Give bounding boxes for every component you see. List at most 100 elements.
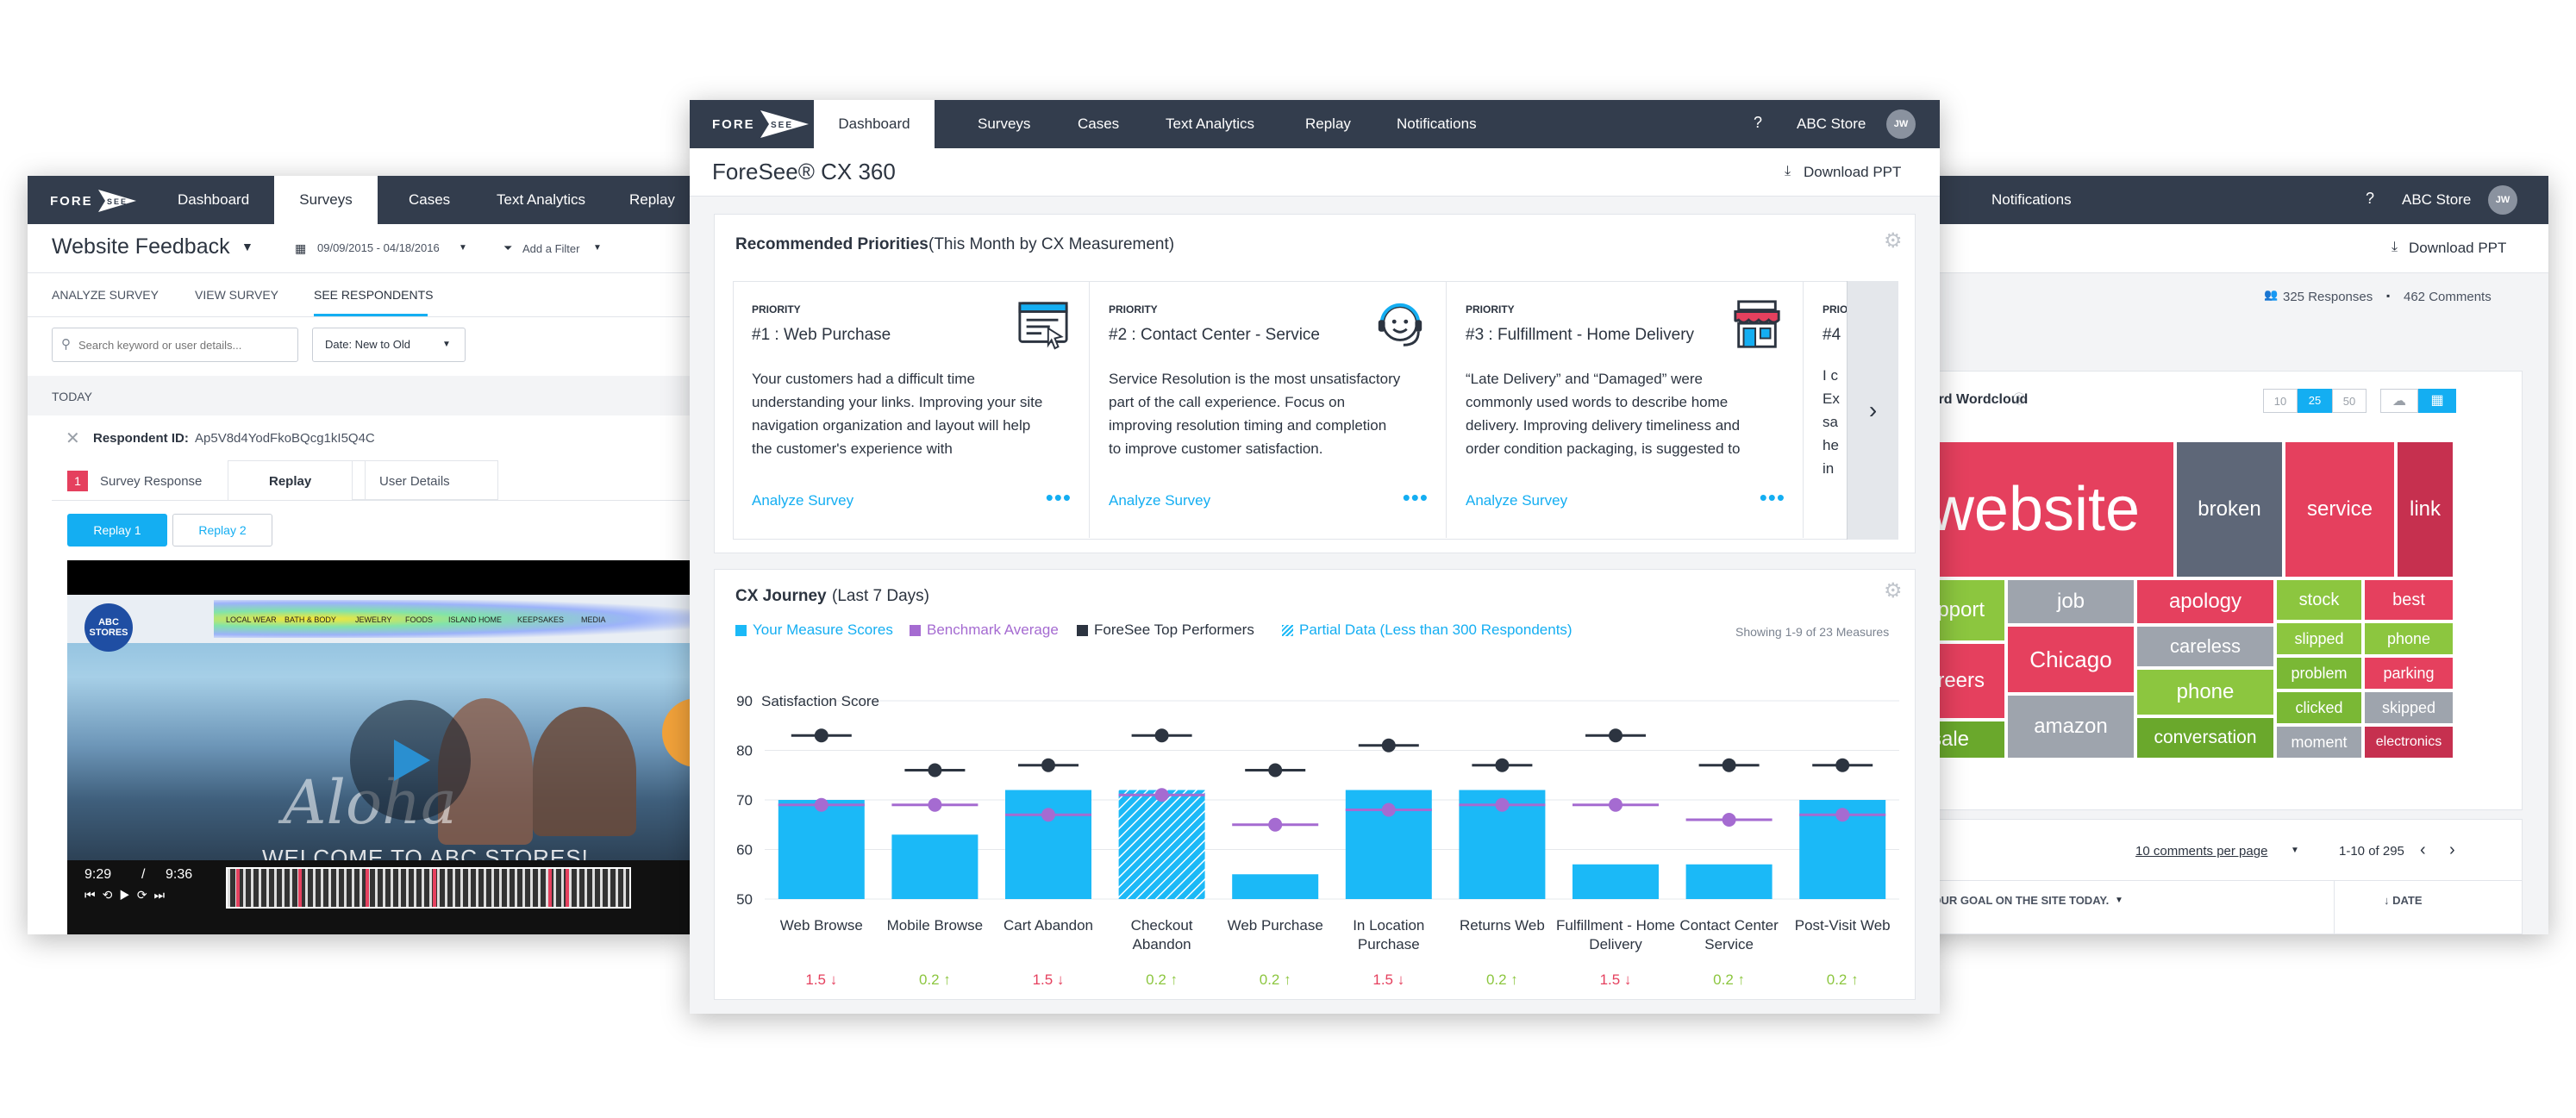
x-category-label: In Location Purchase <box>1353 917 1425 952</box>
tab-surveys[interactable]: Surveys <box>978 116 1031 132</box>
priority-body: Your customers had a difficult time unde… <box>752 371 1043 457</box>
tab-text-analytics[interactable]: Text Analytics <box>497 191 585 208</box>
page-title: Website Feedback <box>52 234 230 259</box>
more-options-icon[interactable]: ••• <box>1402 484 1429 510</box>
store-selector[interactable]: ABC Store <box>2402 191 2472 208</box>
tab-notifications[interactable]: Notifications <box>1991 191 2072 208</box>
tab-dashboard[interactable]: Dashboard <box>178 191 250 208</box>
legend-benchmark-label[interactable]: Benchmark Average <box>927 621 1059 638</box>
analyze-survey-link[interactable]: Analyze Survey <box>752 492 854 509</box>
search-input[interactable] <box>78 335 292 354</box>
measures-count: Showing 1-9 of 23 Measures <box>1735 625 1890 639</box>
search-field[interactable]: ⚲ <box>52 328 298 362</box>
replay-2-button[interactable]: Replay 2 <box>172 514 272 547</box>
legend-top-label[interactable]: ForeSee Top Performers <box>1094 621 1254 638</box>
playback-controls[interactable]: ⏮⟲▶⟳⏭ <box>84 888 172 902</box>
sort-select[interactable]: Date: New to Old ▼ <box>312 328 466 362</box>
per-page-select[interactable]: 10 comments per page <box>2135 844 2268 859</box>
replay-1-button[interactable]: Replay 1 <box>67 514 167 547</box>
tab-replay[interactable]: Replay <box>629 191 675 208</box>
wordcloud-panel: Keyword Wordcloud ⓘ 10 25 50 ☁ ▦ website… <box>1885 371 2523 810</box>
top-performer-point <box>1609 728 1623 743</box>
count-toggle-50[interactable]: 50 <box>2332 389 2367 413</box>
tab-notifications[interactable]: Notifications <box>1397 116 1477 132</box>
play-button[interactable] <box>350 700 471 821</box>
priority-card-partial[interactable]: PRIO #4 I c Ex sa he in <box>1804 281 1847 540</box>
priority-title: #2 : Contact Center - Service <box>1109 326 1320 344</box>
tab-text-analytics[interactable]: Text Analytics <box>1166 116 1254 132</box>
priority-card[interactable]: PRIORITY #3 : Fulfillment - Home Deliver… <box>1447 281 1804 538</box>
prev-page-icon[interactable]: ‹ <box>2420 840 2426 859</box>
cloud-view-icon[interactable]: ☁ <box>2380 389 2418 413</box>
word-tile[interactable]: amazon <box>2006 694 2135 759</box>
subtab-view-survey[interactable]: VIEW SURVEY <box>195 288 278 302</box>
word-tile[interactable]: service <box>2284 440 2396 578</box>
more-options-icon[interactable]: ••• <box>1045 484 1072 510</box>
word-tile[interactable]: link <box>2396 440 2454 578</box>
word-tile[interactable]: stock <box>2275 578 2363 621</box>
grid-view-icon[interactable]: ▦ <box>2418 389 2456 413</box>
download-ppt-button[interactable]: Download PPT <box>1804 164 1902 180</box>
measure-bar <box>778 800 865 899</box>
legend-partial-label[interactable]: Partial Data (Less than 300 Respondents) <box>1299 621 1572 638</box>
word-tile[interactable]: best <box>2363 578 2454 621</box>
word-tile[interactable]: Chicago <box>2006 625 2135 694</box>
word-tile[interactable]: electronics <box>2363 725 2454 759</box>
column-question[interactable]: PLISH YOUR GOAL ON THE SITE TODAY. <box>1889 894 2110 907</box>
legend-measure-label[interactable]: Your Measure Scores <box>753 621 893 638</box>
date-range-picker[interactable]: 09/09/2015 - 04/18/2016 <box>317 241 440 254</box>
next-page-icon[interactable]: › <box>2449 840 2455 859</box>
close-icon[interactable]: ✕ <box>66 429 80 448</box>
session-replay-video[interactable]: ABC STORES LOCAL WEAR BATH & BODY JEWELR… <box>67 560 691 934</box>
subtab-see-respondents[interactable]: SEE RESPONDENTS <box>314 288 434 302</box>
word-tile[interactable]: apology <box>2135 578 2275 625</box>
avatar[interactable]: JW <box>1886 109 1916 139</box>
info-icon: ⓘ <box>2013 392 2025 406</box>
priority-label: PRIORITY <box>1109 303 1158 315</box>
chevron-down-icon[interactable]: ▼ <box>241 240 253 253</box>
word-tile[interactable]: broken <box>2175 440 2284 578</box>
word-tile[interactable]: website <box>1894 440 2175 578</box>
tab-survey-response[interactable]: Survey Response <box>100 474 203 489</box>
word-tile[interactable]: conversation <box>2135 716 2275 759</box>
word-tile[interactable]: parking <box>2363 656 2454 690</box>
foresee-logo[interactable]: FORE SEE <box>50 188 136 214</box>
gear-icon[interactable]: ⚙ <box>1884 579 1903 603</box>
more-options-icon[interactable]: ••• <box>1759 484 1785 510</box>
analyze-survey-link[interactable]: Analyze Survey <box>1109 492 1211 509</box>
column-date[interactable]: ↓ DATE <box>2384 894 2423 907</box>
replay-timeline[interactable] <box>226 867 631 909</box>
count-toggle-10[interactable]: 10 <box>2263 389 2298 413</box>
gear-icon[interactable]: ⚙ <box>1884 229 1903 253</box>
analyze-survey-link[interactable]: Analyze Survey <box>1466 492 1568 509</box>
subtab-analyze-survey[interactable]: ANALYZE SURVEY <box>52 288 159 302</box>
word-tile[interactable]: phone <box>2135 668 2275 716</box>
journey-title: CX Journey <box>735 587 827 605</box>
word-tile[interactable]: slipped <box>2275 621 2363 656</box>
tab-surveys[interactable]: Surveys <box>274 176 378 224</box>
priority-card[interactable]: PRIORITY #1 : Web Purchase Your customer… <box>733 281 1090 538</box>
tab-replay-detail[interactable]: Replay <box>269 474 312 489</box>
foresee-logo[interactable]: FORE SEE <box>712 109 809 140</box>
count-toggle-25[interactable]: 25 <box>2298 389 2332 413</box>
tab-cases[interactable]: Cases <box>409 191 451 208</box>
word-tile[interactable]: problem <box>2275 656 2363 690</box>
store-selector[interactable]: ABC Store <box>1797 116 1866 132</box>
avatar[interactable]: JW <box>2488 185 2517 215</box>
word-tile[interactable]: skipped <box>2363 690 2454 725</box>
word-tile[interactable]: moment <box>2275 725 2363 759</box>
help-icon[interactable]: ? <box>2366 190 2375 207</box>
word-tile[interactable]: clicked <box>2275 690 2363 725</box>
word-tile[interactable]: careless <box>2135 625 2275 668</box>
download-ppt-button[interactable]: Download PPT <box>2409 240 2507 256</box>
tab-replay[interactable]: Replay <box>1305 116 1351 132</box>
word-tile[interactable]: phone <box>2363 621 2454 656</box>
priority-card[interactable]: PRIORITY #2 : Contact Center - Service S… <box>1090 281 1447 538</box>
next-priority-button[interactable]: › <box>1847 281 1898 540</box>
add-filter-button[interactable]: Add a Filter <box>522 242 580 255</box>
tab-user-details[interactable]: User Details <box>379 474 450 489</box>
help-icon[interactable]: ? <box>1754 114 1763 131</box>
tab-cases[interactable]: Cases <box>1078 116 1120 132</box>
tab-dashboard[interactable]: Dashboard <box>814 100 935 148</box>
word-tile[interactable]: job <box>2006 578 2135 625</box>
